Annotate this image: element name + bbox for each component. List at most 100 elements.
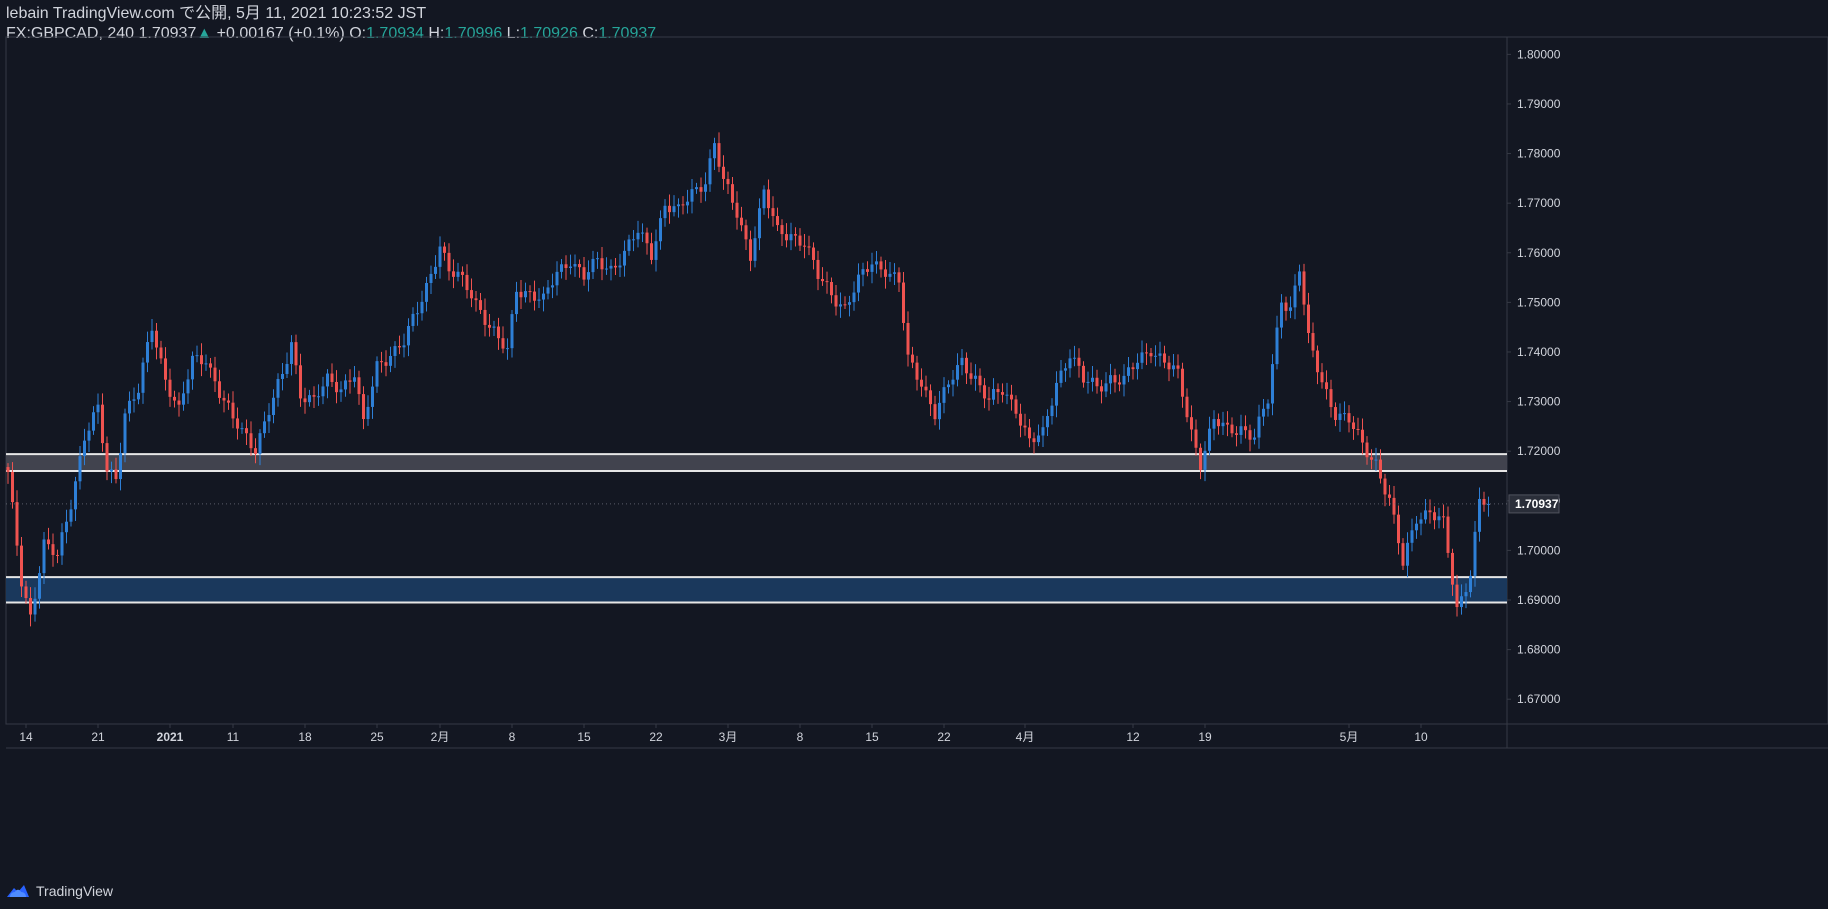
candle-body [1185,396,1189,418]
candle-body [425,282,428,302]
candle-body [222,397,226,401]
candle-body [519,291,523,298]
candle-body [294,342,298,366]
candle-body [582,267,586,280]
candle-body [690,189,694,202]
candle-body [1127,367,1130,376]
y-tick-label: 1.73000 [1517,395,1561,409]
candle-body [1334,407,1337,420]
candle-body [308,395,311,403]
candle-body [20,545,23,587]
symbol-label[interactable]: FX:GBPCAD, 240 [6,25,135,42]
candle-body [1478,498,1481,532]
footer-brand[interactable]: TradingView [36,883,114,899]
candle-body [173,396,176,401]
y-tick-label: 1.75000 [1517,295,1561,309]
y-tick-label: 1.79000 [1517,97,1561,111]
candle-body [1275,327,1279,365]
candle-body [312,395,316,397]
candle-body [857,274,860,293]
candle-body [992,388,995,400]
candle-body [231,402,235,419]
candle-body [749,239,752,261]
candle-body [128,400,131,414]
candle-body [438,246,442,267]
last-price: 1.70937 [138,25,197,42]
candle-body [398,346,401,348]
candle-body [650,243,653,260]
publish-line: lebain TradingView.com で公開, 5月 11, 2021 … [6,4,656,24]
candle-body [551,285,554,288]
candle-body [236,418,239,429]
candle-body [713,143,716,159]
candle-body [555,271,559,286]
candle-body [735,202,739,218]
candle-body [1073,357,1076,359]
candle-body [1419,519,1423,524]
chart-header: lebain TradingView.com で公開, 5月 11, 2021 … [6,4,656,44]
plot-frame [5,36,1828,725]
candle-body [596,258,599,260]
candle-body [627,239,631,251]
candle-body [56,554,59,556]
candle-body [47,539,50,545]
candle-body [1397,514,1400,544]
candle-body [263,421,266,434]
candle-body [686,201,689,206]
candle-body [51,544,55,555]
candle-body [1230,424,1234,434]
candle-body [78,456,82,482]
candle-body [209,363,212,368]
candle-body [1424,510,1427,520]
candle-body [834,295,838,307]
candle-body [461,271,464,275]
candle-body [1019,413,1022,426]
up-arrow-icon: ▲ [196,25,213,42]
candle-body [1262,408,1265,417]
candle-body [240,428,244,430]
candle-body [1154,355,1157,357]
candle-body [1464,592,1468,597]
candle-body [803,245,806,247]
candle-body [641,232,644,234]
candle-body [722,166,725,179]
candle-body [528,291,532,293]
y-tick-label: 1.72000 [1517,444,1561,458]
candle-body [24,586,28,599]
candle-body [1433,512,1436,521]
candle-body [317,396,320,398]
candle-body [186,379,190,394]
candle-body [983,385,986,399]
candle-body [933,404,937,420]
candle-body [1280,302,1283,328]
candle-body [474,298,478,301]
candle-body [1028,427,1031,439]
candle-body [164,358,167,380]
candle-body [740,217,743,226]
candle-body [1046,416,1049,428]
low-value: 1.70926 [520,25,578,42]
candle-body [843,304,847,306]
candle-body [1311,333,1315,351]
candle-body [74,481,77,510]
gray-resistance-zone[interactable] [6,454,1507,472]
candle-body [348,380,352,382]
candle-body [321,386,325,397]
candle-body [393,346,397,356]
candle-body [1100,386,1103,392]
candle-body [303,398,307,403]
candle-body [1347,413,1351,423]
x-tick-label: 4月 [1016,730,1035,744]
y-tick-label: 1.69000 [1517,593,1561,607]
blue-support-zone[interactable] [6,577,1507,603]
candle-body [704,184,707,192]
candle-body [1208,428,1211,451]
candle-body [924,386,928,391]
candle-body [249,433,253,449]
candle-body [488,324,491,328]
candle-body [1401,543,1405,566]
candle-body [618,265,622,268]
candle-body [1374,459,1378,461]
close-label: C: [582,25,599,42]
